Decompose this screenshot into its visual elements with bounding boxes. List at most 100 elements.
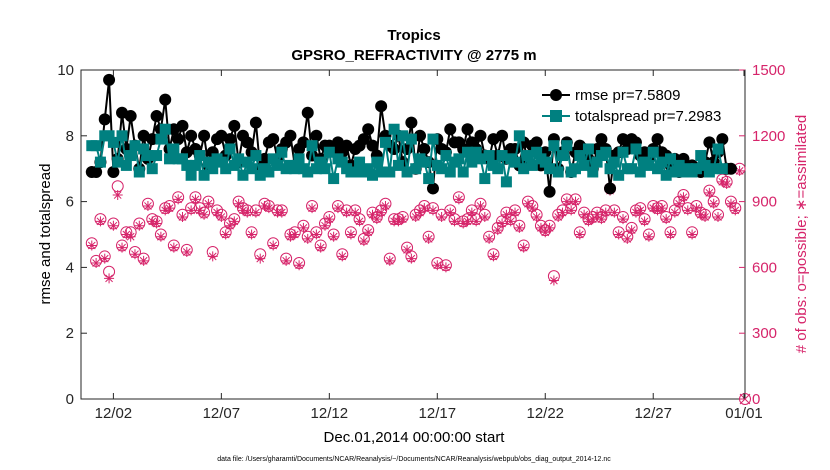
totalspread-point	[185, 169, 197, 181]
totalspread-point	[608, 156, 620, 168]
possible-obs-point	[591, 206, 604, 219]
assimilated-obs-point	[674, 198, 685, 209]
possible-obs-point	[275, 204, 288, 217]
possible-obs-point	[94, 213, 107, 226]
totalspread-point	[138, 143, 150, 155]
rmse-point	[474, 129, 487, 142]
possible-obs-point	[85, 237, 98, 250]
assimilated-obs-point	[415, 207, 426, 218]
assimilated-obs-point	[147, 216, 158, 227]
assimilated-obs-point	[138, 255, 149, 266]
totalspread-point	[323, 146, 335, 158]
assimilated-obs-point	[661, 214, 672, 225]
possible-obs-point	[608, 204, 621, 217]
assimilated-obs-point	[358, 236, 369, 247]
assimilated-obs-point	[427, 205, 438, 216]
totalspread-point	[708, 163, 720, 175]
totalspread-point	[94, 156, 106, 168]
possible-obs-point	[228, 213, 241, 226]
totalspread-point	[479, 173, 491, 185]
assimilated-obs-point	[367, 209, 378, 220]
y2-tick-label: 300	[752, 325, 777, 342]
x-tick-label: 12/12	[311, 405, 349, 422]
totalspread-point	[367, 169, 379, 181]
possible-obs-point	[375, 204, 388, 217]
possible-obs-point	[215, 208, 228, 221]
assimilated-obs-point	[488, 251, 499, 262]
possible-obs-point	[323, 210, 336, 223]
y2-tick-label: 0	[752, 391, 760, 408]
totalspread-point	[112, 156, 124, 168]
totalspread-point	[228, 159, 240, 171]
possible-obs-point	[107, 217, 120, 230]
assimilated-obs-point	[613, 229, 624, 240]
possible-obs-point	[223, 217, 236, 230]
possible-obs-point	[362, 224, 375, 237]
data-marks	[85, 73, 751, 405]
possible-obs-point	[409, 208, 422, 221]
assimilated-obs-point	[708, 198, 719, 209]
rmse-point	[103, 73, 116, 86]
assimilated-obs-point	[350, 207, 361, 218]
possible-obs-point	[414, 204, 427, 217]
totalspread-point	[539, 156, 551, 168]
totalspread-point	[276, 146, 288, 158]
assimilated-obs-point	[691, 203, 702, 214]
possible-obs-point	[297, 219, 310, 232]
possible-obs-point	[517, 239, 530, 252]
assimilated-obs-point	[259, 200, 270, 211]
assimilated-obs-point	[669, 207, 680, 218]
assimilated-obs-point	[328, 231, 339, 242]
possible-obs-point	[625, 221, 638, 234]
x-tick-label: 12/22	[526, 405, 564, 422]
assimilated-obs-point	[535, 222, 546, 233]
assimilated-obs-point	[557, 207, 568, 218]
totalspread-point	[379, 136, 391, 148]
rmse-point	[172, 133, 185, 146]
totalspread-point	[233, 153, 245, 165]
rmse-point	[150, 110, 163, 123]
possible-obs-point	[379, 197, 392, 210]
possible-obs-point	[483, 230, 496, 243]
assimilated-obs-point	[397, 214, 408, 225]
assimilated-obs-point	[648, 203, 659, 214]
totalspread-point	[695, 150, 707, 162]
totalspread-point	[310, 163, 322, 175]
possible-obs-point	[491, 221, 504, 234]
totalspread-point	[604, 163, 616, 175]
rmse-point	[357, 133, 370, 146]
assimilated-obs-point	[445, 207, 456, 218]
totalspread-point	[569, 163, 581, 175]
assimilated-obs-point	[713, 211, 724, 222]
totalspread-point	[557, 150, 569, 162]
legend-label-rmse: rmse pr=7.5809	[575, 87, 680, 104]
rmse-point	[461, 123, 474, 136]
totalspread-point	[246, 163, 258, 175]
rmse-point	[362, 123, 375, 136]
possible-obs-point	[426, 202, 439, 215]
possible-obs-point	[500, 206, 513, 219]
assimilated-obs-point	[497, 218, 508, 229]
totalspread-point	[410, 163, 422, 175]
totalspread-point	[474, 153, 486, 165]
possible-obs-point	[638, 213, 651, 226]
totalspread-point	[660, 169, 672, 181]
possible-obs-point	[163, 199, 176, 212]
possible-obs-point	[707, 195, 720, 208]
possible-obs-point	[180, 243, 193, 256]
plot-frame	[80, 69, 746, 400]
possible-obs-point	[431, 257, 444, 270]
totalspread-point	[591, 156, 603, 168]
totalspread-point	[656, 156, 668, 168]
assimilated-obs-point	[250, 207, 261, 218]
possible-obs-point	[271, 204, 284, 217]
totalspread-point	[103, 130, 115, 142]
possible-obs-point	[111, 180, 124, 193]
possible-obs-point	[198, 206, 211, 219]
assimilated-obs-point	[216, 211, 227, 222]
totalspread-point	[397, 130, 409, 142]
assimilated-obs-point	[380, 200, 391, 211]
totalspread-point	[613, 169, 625, 181]
assimilated-obs-point	[730, 205, 741, 216]
rmse-point	[258, 152, 271, 165]
